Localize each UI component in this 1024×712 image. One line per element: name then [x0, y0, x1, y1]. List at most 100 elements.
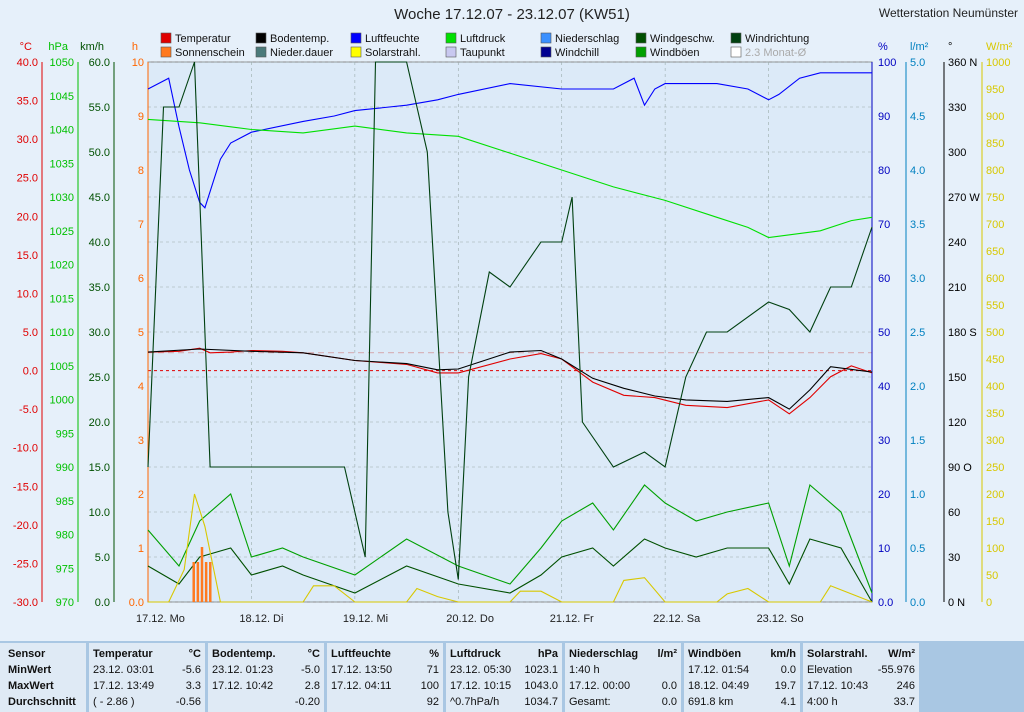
day-label: 23.12. So	[757, 613, 804, 625]
press-tick-label: 1005	[50, 361, 74, 373]
wind-tick-label: 60.0	[89, 57, 110, 69]
stats-cell-label: 4:00 h	[807, 696, 838, 708]
press-tick-label: 990	[56, 462, 74, 474]
solar-tick-label: 150	[986, 516, 1004, 528]
stats-cell-label: 17.12. 00:00	[569, 680, 631, 692]
wind-tick-label: 55.0	[89, 102, 110, 114]
stats-cell-value: 4.1	[780, 696, 796, 708]
legend-swatch	[635, 46, 647, 58]
legend-label: Windrichtung	[745, 33, 809, 45]
stats-col-bodentemp: Bodentemp. °C 23.12. 01:23 -5.0 17.12. 10:42…	[208, 643, 324, 712]
stats-col-temperatur: Temperatur °C 23.12. 03:01 -5.6 17.12. 13:49…	[89, 643, 205, 712]
hum-axis-unit: %	[878, 41, 888, 53]
temp-tick-label: -5.0	[19, 404, 38, 416]
dir-tick-label: 150	[948, 372, 966, 384]
stats-cell-row: 18.12. 04:49 19.7	[688, 680, 796, 696]
stats-cell-value: 1023.1	[524, 664, 558, 676]
series-luftdruck	[147, 118, 873, 239]
series-temperatur	[147, 347, 873, 415]
stats-col-header: Bodentemp. °C	[212, 648, 320, 664]
hum-tick-label: 40	[878, 381, 890, 393]
hum-tick-label: 80	[878, 165, 890, 177]
stats-col-name: Temperatur	[93, 648, 153, 660]
stats-cell-row: 4:00 h 33.7	[807, 696, 915, 712]
stats-cell-row: 23.12. 03:01 -5.6	[93, 664, 201, 680]
day-label: 19.12. Mi	[343, 613, 388, 625]
sunshine-bar	[196, 562, 200, 602]
temp-tick-label: 25.0	[17, 173, 38, 185]
solar-tick-label: 1000	[986, 57, 1010, 69]
stats-cell-label: 23.12. 03:01	[93, 664, 155, 676]
legend-label: Windgeschw.	[650, 33, 715, 45]
stats-col-name: Niederschlag	[569, 648, 639, 660]
rain-tick-label: 4.0	[910, 165, 925, 177]
legend-label: 2.3 Monat-Ø	[745, 47, 807, 59]
temp-axis-unit: °C	[20, 41, 32, 53]
stats-cell-row: -0.20	[212, 696, 320, 712]
hum-tick-label: 10	[878, 543, 890, 555]
legend-label: Temperatur	[175, 33, 231, 45]
hum-tick-label: 100	[878, 57, 896, 69]
wind-tick-label: 30.0	[89, 327, 110, 339]
stats-cell-row: 23.12. 05:30 1023.1	[450, 664, 558, 680]
hum-tick-label: 30	[878, 435, 890, 447]
stats-col-name: Solarstrahl.	[807, 648, 868, 660]
legend-label: Windchill	[555, 47, 599, 59]
solar-tick-label: 850	[986, 138, 1004, 150]
day-label: 22.12. Sa	[653, 613, 701, 625]
stats-col-unit: °C	[188, 648, 201, 660]
day-label: 18.12. Di	[239, 613, 283, 625]
dir-tick-label: 300	[948, 147, 966, 159]
press-tick-label: 1015	[50, 293, 74, 305]
hours-tick-label: 8	[138, 165, 144, 177]
stats-cell-row: 1:40 h	[569, 664, 677, 680]
solar-tick-label: 600	[986, 273, 1004, 285]
stats-cell-row: 17.12. 10:15 1043.0	[450, 680, 558, 696]
temp-tick-label: -10.0	[13, 443, 38, 455]
solar-axis-unit: W/m²	[986, 41, 1013, 53]
stats-cell-value: 0.0	[661, 696, 677, 708]
solar-tick-label: 750	[986, 192, 1004, 204]
legend-swatch	[445, 46, 457, 58]
day-label: 21.12. Fr	[550, 613, 594, 625]
press-tick-label: 1010	[50, 327, 74, 339]
stats-rowlabel-avg: Durchschnitt	[8, 696, 76, 708]
legend-label: Windböen	[650, 47, 700, 59]
stats-cell-value: -0.20	[294, 696, 320, 708]
stats-col-sensor: Sensor MinWert MaxWert Durchschnitt	[0, 643, 86, 712]
stats-cell-row: 17.12. 04:11 100	[331, 680, 439, 696]
solar-tick-label: 500	[986, 327, 1004, 339]
hum-tick-label: 0.0	[878, 597, 893, 609]
legend-label: Luftfeuchte	[365, 33, 419, 45]
series-luftfeuchte	[147, 72, 872, 209]
stats-cell-row: Gesamt: 0.0	[569, 696, 677, 712]
series-solarstrahl	[148, 493, 873, 603]
legend-swatch	[445, 32, 457, 44]
stats-col-niederschlag: Niederschlag l/m² 1:40 h 17.12. 00:00 0.0 Ges…	[565, 643, 681, 712]
press-tick-label: 970	[56, 597, 74, 609]
wind-tick-label: 45.0	[89, 192, 110, 204]
dir-tick-label: 330	[948, 102, 966, 114]
stats-cell-value: 1034.7	[524, 696, 558, 708]
wind-axis-unit: km/h	[80, 41, 104, 53]
dir-tick-label: 210	[948, 282, 966, 294]
dir-tick-label: 90 O	[948, 462, 972, 474]
stats-col-solarstrahl: Solarstrahl. W/m² Elevation -55.976 17.12. 1…	[803, 643, 919, 712]
stats-cell-value: 1043.0	[524, 680, 558, 692]
rain-tick-label: 1.5	[910, 435, 925, 447]
dir-tick-label: 270 W	[948, 192, 980, 204]
stats-rowlabel-min: MinWert	[8, 664, 52, 676]
stats-col-header: Solarstrahl. W/m²	[807, 648, 915, 664]
wind-tick-label: 5.0	[95, 552, 110, 564]
stats-cell-value: 246	[896, 680, 915, 692]
stats-cell-value: 92	[426, 696, 439, 708]
rain-tick-label: 2.5	[910, 327, 925, 339]
stats-cell-value: 0.0	[661, 680, 677, 692]
stats-cell-label: 18.12. 04:49	[688, 680, 750, 692]
day-label: 20.12. Do	[446, 613, 494, 625]
stats-sensor-label: Sensor	[8, 648, 46, 660]
stats-col-header: Luftfeuchte%	[331, 648, 439, 664]
legend-swatch	[255, 46, 267, 58]
stats-cell-label: ^0.7hPa/h	[450, 696, 500, 708]
stats-col-header: Windböen km/h	[688, 648, 796, 664]
